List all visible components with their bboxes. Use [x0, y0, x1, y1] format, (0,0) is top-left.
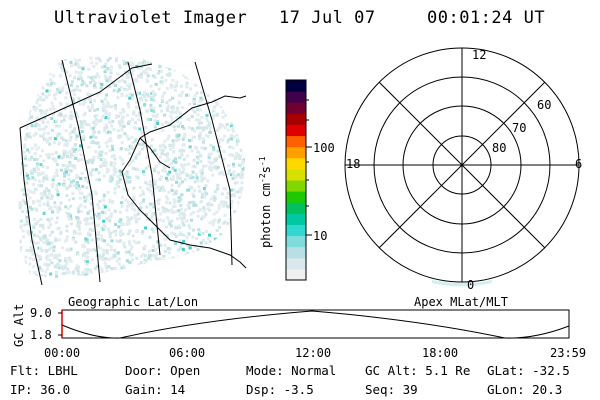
info-glat: GLat: -32.5 [487, 363, 570, 378]
info-filter: Flt: LBHL [10, 363, 78, 378]
color-bar-band [286, 268, 306, 281]
polar-aurora-patch [432, 280, 492, 287]
altplot-ymin: 1.8 [30, 328, 52, 342]
polar-ring-60: 60 [537, 98, 552, 112]
polar-label-0: 0 [467, 278, 475, 292]
date-label: 17 Jul 07 [279, 8, 376, 28]
color-bar-band [286, 113, 306, 125]
altitude-curve [61, 310, 570, 339]
colorbar-label-10: 10 [313, 229, 328, 243]
color-bar-band [286, 102, 306, 114]
info-gc-alt: GC Alt: 5.1 Re [365, 363, 471, 378]
color-bar-band [286, 135, 306, 148]
info-ip: IP: 36.0 [10, 382, 71, 397]
color-bar-ticks [306, 99, 312, 236]
info-seq: Seq: 39 [365, 382, 418, 397]
color-bar-band [286, 157, 306, 170]
caption-geographic: Geographic Lat/Lon [68, 295, 199, 309]
info-door: Door: Open [125, 363, 201, 378]
colorbar-label-100: 100 [313, 141, 335, 155]
color-bar-band [286, 124, 306, 137]
color-bar-band [286, 80, 306, 92]
color-bar-band [286, 91, 306, 103]
altplot-xtick-1800: 18:00 [422, 346, 459, 360]
uv-image-panel [18, 56, 247, 286]
info-mode: Mode: Normal [246, 363, 337, 378]
color-bar-band [286, 246, 306, 259]
color-bar-band [286, 191, 306, 203]
color-bar-band [286, 235, 306, 248]
color-bar-band [286, 213, 306, 225]
polar-plot [344, 47, 580, 283]
altplot-ylabel: GC Alt [12, 303, 26, 347]
polar-label-12: 12 [472, 48, 487, 62]
color-bar-band [286, 168, 306, 181]
altplot-xtick-0000: 00:00 [44, 346, 81, 360]
color-bar-band [286, 146, 306, 159]
geographic-grid [19, 59, 247, 286]
info-glon: GLon: 20.3 [487, 382, 563, 397]
app-title: Ultraviolet Imager [54, 8, 248, 28]
polar-ring-70: 70 [512, 121, 527, 135]
info-gain: Gain: 14 [125, 382, 186, 397]
color-bar-band [286, 202, 306, 214]
altplot-xtick-2359: 23:59 [550, 346, 587, 360]
color-bar-band [286, 257, 306, 270]
color-bar-band [286, 224, 306, 237]
color-bar-band [286, 180, 306, 192]
polar-label-6: 6 [575, 157, 583, 171]
altplot-ymax: 9.0 [30, 306, 52, 320]
polar-ring-80: 80 [492, 141, 507, 155]
color-bar [286, 80, 306, 281]
info-dsp: Dsp: -3.5 [246, 382, 314, 397]
time-label: 00:01:24 UT [427, 8, 546, 28]
altplot-xtick-0600: 06:00 [169, 346, 206, 360]
caption-apex: Apex MLat/MLT [414, 295, 508, 309]
altitude-plot-ticks [58, 312, 62, 336]
altplot-xtick-1200: 12:00 [295, 346, 332, 360]
colorbar-unit: photon cm-2s-1 [258, 156, 273, 248]
polar-label-18: 18 [346, 157, 361, 171]
